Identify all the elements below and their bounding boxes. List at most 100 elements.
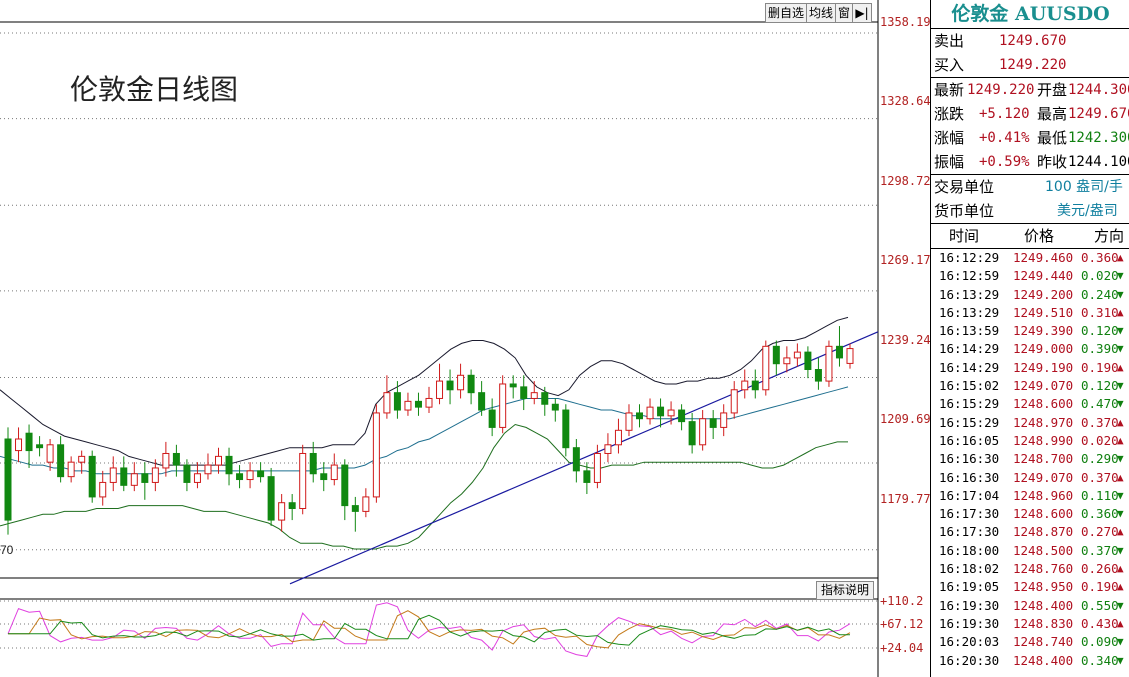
- arrow-up-icon: ▲: [1117, 616, 1124, 630]
- tick-time: 16:17:30: [939, 524, 1000, 540]
- candle: [488, 398, 496, 437]
- candle-body: [657, 406, 665, 417]
- quote-panel: 伦敦金 AUUSDO 卖出 1249.670 买入 1249.220 最新 124…: [930, 0, 1129, 677]
- candle: [236, 465, 244, 489]
- indicator-help-button[interactable]: 指标说明: [816, 581, 875, 600]
- arrow-up-icon: ▲: [1117, 580, 1124, 594]
- candle: [278, 494, 286, 532]
- candle: [172, 444, 180, 477]
- table-row[interactable]: 16:19:30 1248.830 0.430 ▲: [931, 615, 1129, 633]
- chart-area[interactable]: 删自选 均线 窗 ▶| 伦敦金日线图 70 1358.193 1328.644 …: [0, 0, 938, 677]
- tick-time: 16:16:30: [939, 469, 1000, 485]
- tick-price: 1248.600: [1013, 396, 1074, 412]
- candle: [341, 459, 349, 521]
- oscillator-line-j: [8, 614, 850, 646]
- trade-unit-value: 100 盎司/手: [1045, 179, 1123, 195]
- stats-row: 最新 1249.220 开盘 1244.300: [931, 78, 1129, 102]
- tick-table[interactable]: 16:12:29 1249.460 0.360 ▲ 16:12:59 1249.440 0.…: [931, 249, 1129, 670]
- candle-body: [730, 389, 738, 414]
- tick-time: 16:13:59: [939, 323, 1000, 339]
- candle-body: [614, 429, 622, 446]
- tick-time: 16:19:30: [939, 597, 1000, 613]
- table-row[interactable]: 16:18:02 1248.760 0.260 ▲: [931, 560, 1129, 578]
- candle: [688, 412, 696, 454]
- arrow-down-icon: ▼: [1117, 598, 1124, 612]
- remove-watchlist-button[interactable]: 删自选: [765, 3, 808, 23]
- price-chart[interactable]: [0, 0, 930, 677]
- candle: [499, 375, 507, 434]
- candle-body: [172, 452, 180, 466]
- tick-price: 1248.960: [1013, 487, 1074, 503]
- collapse-arrow-icon[interactable]: ▶|: [852, 3, 873, 23]
- tick-change: 0.290: [1081, 451, 1119, 467]
- candle: [215, 447, 222, 474]
- sell-label: 卖出: [934, 32, 965, 50]
- arrow-down-icon: ▼: [1117, 397, 1124, 411]
- table-row[interactable]: 16:15:29 1248.600 0.470 ▼: [931, 395, 1129, 413]
- candle-body: [446, 380, 454, 391]
- table-row[interactable]: 16:15:02 1249.070 0.120 ▼: [931, 377, 1129, 395]
- arrow-down-icon: ▼: [1117, 543, 1124, 557]
- candle-body: [141, 473, 149, 483]
- tick-time: 16:12:59: [939, 268, 1000, 284]
- candle: [825, 340, 833, 387]
- price-tick: 1358.193: [880, 15, 938, 29]
- table-row[interactable]: 16:12:59 1249.440 0.020 ▼: [931, 267, 1129, 285]
- table-row[interactable]: 16:16:30 1248.700 0.290 ▼: [931, 450, 1129, 468]
- tick-time: 16:18:02: [939, 561, 1000, 577]
- tick-price: 1248.830: [1013, 615, 1074, 631]
- table-row[interactable]: 16:12:29 1249.460 0.360 ▲: [931, 249, 1129, 267]
- tick-change: 0.360: [1081, 250, 1119, 265]
- candle: [99, 470, 107, 506]
- tick-price: 1249.200: [1013, 286, 1074, 302]
- candle-body: [846, 348, 854, 364]
- table-row[interactable]: 16:16:30 1249.070 0.370 ▲: [931, 469, 1129, 487]
- tick-time: 16:15:29: [939, 396, 1000, 412]
- stat-label: 涨跌: [934, 105, 965, 123]
- candle-body: [793, 351, 801, 359]
- table-row[interactable]: 16:17:30 1248.870 0.270 ▲: [931, 523, 1129, 541]
- tick-change: 0.260: [1081, 561, 1119, 577]
- upper-band-line: [0, 316, 849, 466]
- table-row[interactable]: 16:14:29 1249.190 0.190 ▲: [931, 359, 1129, 377]
- moving-average-button[interactable]: 均线: [806, 3, 837, 23]
- candle: [151, 459, 159, 492]
- table-row[interactable]: 16:19:05 1248.950 0.190 ▲: [931, 578, 1129, 596]
- candle-body: [772, 345, 780, 365]
- table-row[interactable]: 16:16:05 1248.990 0.020 ▲: [931, 432, 1129, 450]
- candle: [320, 462, 328, 492]
- table-row[interactable]: 16:17:30 1248.600 0.360 ▼: [931, 505, 1129, 523]
- tick-time: 16:17:30: [939, 506, 1000, 522]
- candle-body: [257, 470, 265, 478]
- left-edge-label: 70: [0, 543, 14, 557]
- table-row[interactable]: 16:19:30 1248.400 0.550 ▼: [931, 597, 1129, 615]
- table-row[interactable]: 16:18:00 1248.500 0.370 ▼: [931, 542, 1129, 560]
- candle-body: [699, 418, 707, 446]
- price-column-header: 价格: [1024, 227, 1055, 245]
- table-row[interactable]: 16:17:04 1248.960 0.110 ▼: [931, 487, 1129, 505]
- candle-body: [236, 473, 244, 481]
- candle-body: [109, 467, 117, 483]
- candle-body: [457, 374, 465, 391]
- candle: [699, 410, 707, 451]
- table-row[interactable]: 16:15:29 1248.970 0.370 ▲: [931, 414, 1129, 432]
- candle-body: [478, 392, 486, 411]
- candle: [478, 381, 486, 416]
- arrow-up-icon: ▲: [1117, 360, 1124, 374]
- stat-label: 最低: [1037, 129, 1068, 147]
- tick-change: 0.430: [1081, 615, 1119, 631]
- tick-time: 16:14:29: [939, 359, 1000, 375]
- table-row[interactable]: 16:20:03 1248.740 0.090 ▼: [931, 633, 1129, 651]
- table-row[interactable]: 16:13:29 1249.510 0.310 ▲: [931, 304, 1129, 322]
- table-row[interactable]: 16:14:29 1249.000 0.390 ▼: [931, 340, 1129, 358]
- candle: [393, 381, 401, 419]
- candle: [804, 346, 812, 379]
- tick-price: 1249.070: [1013, 378, 1074, 394]
- arrow-down-icon: ▼: [1117, 269, 1124, 283]
- table-row[interactable]: 16:20:30 1248.400 0.340 ▼: [931, 652, 1129, 670]
- table-row[interactable]: 16:13:29 1249.200 0.240 ▼: [931, 286, 1129, 304]
- candle-body: [741, 380, 749, 391]
- candle: [614, 418, 622, 454]
- table-row[interactable]: 16:13:59 1249.390 0.120 ▼: [931, 322, 1129, 340]
- window-button[interactable]: 窗: [835, 3, 854, 23]
